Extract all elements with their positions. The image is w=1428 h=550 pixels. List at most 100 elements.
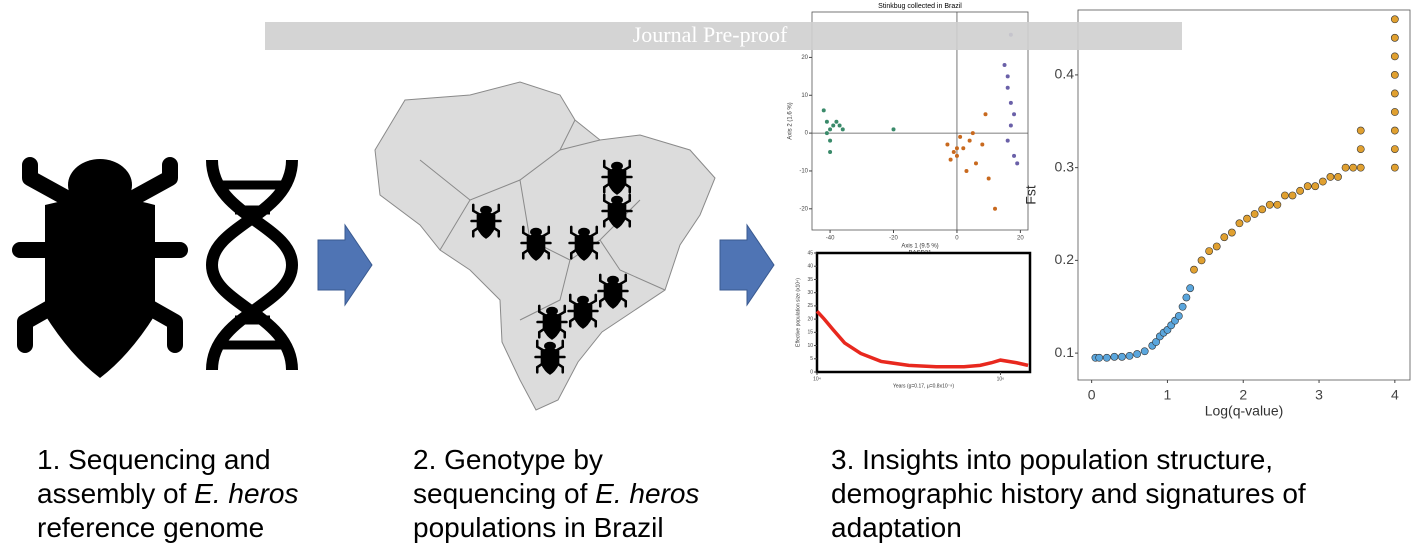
point	[958, 134, 963, 139]
point	[834, 119, 839, 124]
caption-line: assembly of E. heros	[37, 478, 298, 509]
point	[964, 168, 969, 173]
point	[1174, 312, 1183, 320]
y-tick-label: 30	[807, 290, 813, 296]
x-axis-label: Log(q-value)	[1205, 403, 1284, 419]
watermark: Journal Pre-proof	[633, 22, 788, 47]
caption-text: sequencing of	[413, 478, 595, 509]
point	[1015, 161, 1020, 166]
x-tick-label: 2	[1239, 387, 1247, 403]
watermark-bar	[265, 22, 1182, 50]
point	[824, 131, 829, 136]
point	[828, 138, 833, 143]
point	[1140, 347, 1149, 356]
point	[1349, 163, 1358, 172]
caption-text: demographic history and signatures of	[831, 478, 1306, 509]
point	[821, 108, 826, 113]
point	[1390, 71, 1399, 79]
point	[986, 176, 991, 181]
point	[970, 131, 975, 136]
point	[954, 146, 959, 151]
x-tick-label: 3	[1315, 387, 1323, 403]
y-tick-label: 0.2	[1055, 251, 1075, 267]
caption-text: E. heros	[595, 478, 699, 509]
y-axis-label: Axis 2 (1.6 %)	[788, 102, 794, 139]
caption-line: 2. Genotype by	[413, 444, 603, 475]
point	[951, 150, 956, 155]
x-tick-label: -40	[826, 236, 835, 242]
point	[1235, 219, 1244, 228]
x-axis-label: Years (g=0.17, μ=0.8x10⁻⁸)	[893, 383, 954, 389]
y-tick-label: 0.3	[1055, 158, 1075, 174]
point	[1341, 163, 1350, 172]
point	[1288, 191, 1297, 200]
point	[1334, 173, 1342, 181]
point	[1265, 200, 1274, 209]
x-tick-label: 20	[1017, 236, 1024, 242]
point	[1118, 352, 1126, 361]
y-tick-label: 15	[807, 330, 813, 336]
point	[840, 127, 845, 132]
point	[1296, 186, 1304, 195]
caption-text: populations in Brazil	[413, 512, 664, 543]
point	[1318, 177, 1327, 186]
point	[1326, 173, 1335, 181]
caption-line: sequencing of E. heros	[413, 478, 699, 509]
y-tick-label: 25	[807, 303, 813, 309]
y-tick-label: -20	[799, 206, 808, 212]
point	[1190, 265, 1198, 274]
caption-text: adaptation	[831, 512, 962, 543]
x-tick-label: -20	[889, 236, 898, 242]
line	[815, 309, 1029, 369]
point	[1205, 247, 1214, 256]
x-tick-label: 4	[1391, 387, 1399, 403]
point	[837, 123, 842, 128]
point	[1227, 228, 1236, 237]
point	[1186, 284, 1195, 293]
point	[948, 157, 953, 162]
x-tick-label: 10⁴	[813, 376, 821, 382]
point	[1311, 182, 1320, 191]
y-tick-label: 10	[801, 93, 808, 99]
y-axis-label: Effective population size (x10⁴)	[795, 278, 801, 347]
caption-line: reference genome	[37, 512, 264, 543]
point	[1197, 256, 1206, 265]
point	[1220, 233, 1229, 242]
point	[1152, 338, 1160, 346]
point	[1005, 85, 1010, 90]
point	[1390, 163, 1399, 172]
y-tick-label: 0.4	[1055, 66, 1075, 82]
x-axis-label: Axis 1 (9.5 %)	[901, 244, 938, 250]
point	[1212, 242, 1221, 251]
point	[1250, 210, 1259, 218]
caption-line: populations in Brazil	[413, 512, 664, 543]
point	[945, 142, 950, 147]
plot-frame	[815, 251, 1032, 374]
caption-text: E. heros	[194, 478, 298, 509]
y-tick-label: 5	[810, 356, 813, 362]
y-tick-label: 0.1	[1055, 344, 1075, 360]
point	[1102, 353, 1111, 362]
point	[1390, 145, 1399, 153]
point	[1356, 163, 1365, 172]
point	[1125, 351, 1134, 360]
point	[1133, 350, 1142, 358]
point	[891, 127, 896, 132]
y-tick-label: 35	[807, 277, 813, 283]
bug-icon	[12, 157, 188, 378]
point	[1182, 293, 1191, 302]
x-tick-label: 0	[1088, 387, 1096, 403]
point	[1390, 108, 1399, 116]
caption-text: 2. Genotype by	[413, 444, 603, 475]
point	[1303, 182, 1312, 191]
point	[1178, 302, 1187, 311]
caption-line: adaptation	[831, 512, 962, 543]
point	[1008, 123, 1013, 128]
point	[1356, 145, 1365, 153]
y-axis-label: Fst	[1023, 185, 1039, 205]
point	[828, 127, 833, 132]
point	[973, 161, 978, 166]
point	[980, 142, 985, 147]
